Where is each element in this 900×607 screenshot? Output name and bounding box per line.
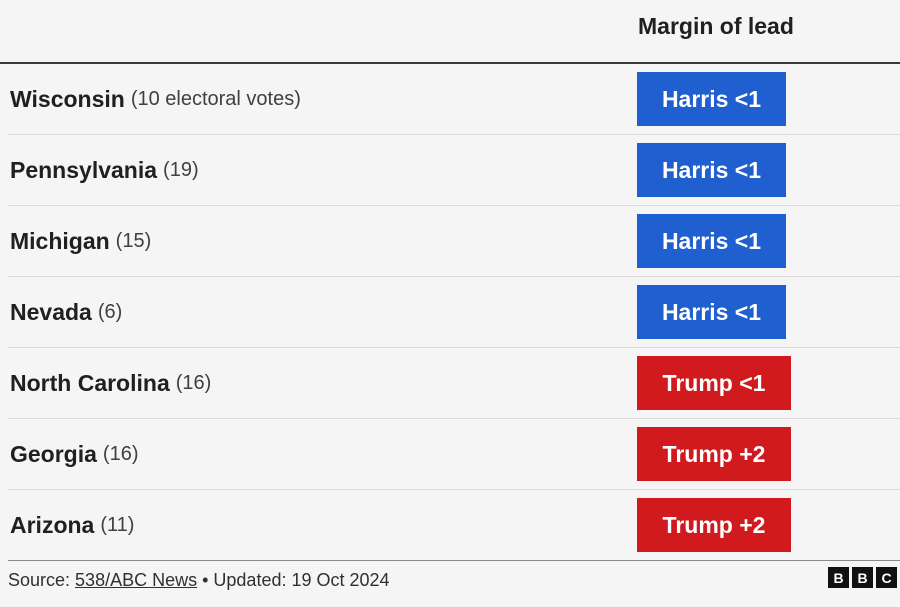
- state-cell: North Carolina (16): [10, 348, 211, 418]
- lead-badge-trump: Trump +2: [637, 498, 791, 552]
- updated-text: • Updated: 19 Oct 2024: [197, 570, 390, 590]
- electoral-votes: (6): [97, 300, 123, 323]
- table-row: Georgia (16) Trump +2: [8, 419, 900, 490]
- table-row: Michigan (15) Harris <1: [8, 206, 900, 277]
- lead-badge-trump: Trump <1: [637, 356, 791, 410]
- electoral-votes: (11): [100, 513, 135, 536]
- state-cell: Arizona (11): [10, 490, 134, 560]
- electoral-votes: (15): [115, 229, 152, 252]
- bbc-logo-letter: B: [828, 567, 849, 588]
- lead-badge-trump: Trump +2: [637, 427, 791, 481]
- bbc-logo: B B C: [828, 567, 897, 588]
- lead-badge-harris: Harris <1: [637, 143, 786, 197]
- state-name: Georgia: [10, 440, 97, 467]
- table-row: Arizona (11) Trump +2: [8, 490, 900, 561]
- electoral-votes: (19): [163, 158, 199, 181]
- bbc-logo-letter: B: [852, 567, 873, 588]
- lead-badge-harris: Harris <1: [637, 214, 786, 268]
- table-row: North Carolina (16) Trump <1: [8, 348, 900, 419]
- state-name: Nevada: [10, 298, 92, 325]
- table-body: Wisconsin (10 electoral votes) Harris <1 Pe…: [0, 64, 900, 561]
- electoral-votes: (16): [175, 371, 212, 394]
- state-cell: Nevada (6): [10, 277, 122, 347]
- table-row: Nevada (6) Harris <1: [8, 277, 900, 348]
- electoral-votes: (16): [102, 442, 139, 465]
- state-cell: Michigan (15): [10, 206, 151, 276]
- state-cell: Pennsylvania (19): [10, 135, 199, 205]
- lead-badge-harris: Harris <1: [637, 72, 786, 126]
- state-name: Michigan: [10, 227, 110, 254]
- state-name: Wisconsin: [10, 85, 125, 112]
- state-name: North Carolina: [10, 369, 170, 396]
- table-row: Pennsylvania (19) Harris <1: [8, 135, 900, 206]
- table-row: Wisconsin (10 electoral votes) Harris <1: [8, 64, 900, 135]
- source-prefix: Source:: [8, 570, 76, 590]
- state-cell: Wisconsin (10 electoral votes): [10, 64, 301, 134]
- lead-badge-harris: Harris <1: [637, 285, 786, 339]
- state-cell: Georgia (16): [10, 419, 139, 489]
- electoral-votes: (10 electoral votes): [130, 87, 301, 110]
- table-header: Margin of lead: [0, 0, 900, 64]
- state-name: Arizona: [10, 511, 95, 538]
- footer: Source: 538/ABC News • Updated: 19 Oct 2…: [0, 560, 900, 600]
- source-line: Source: 538/ABC News • Updated: 19 Oct 2…: [8, 570, 390, 591]
- bbc-logo-letter: C: [876, 567, 897, 588]
- state-name: Pennsylvania: [10, 156, 158, 183]
- source-link[interactable]: 538/ABC News: [75, 570, 198, 590]
- column-title-margin-of-lead: Margin of lead: [638, 13, 794, 39]
